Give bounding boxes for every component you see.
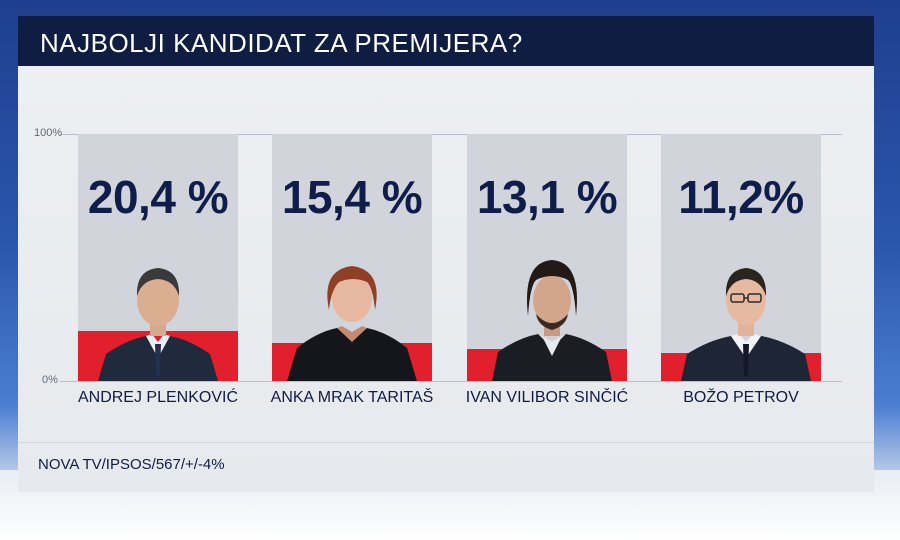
data-label-2: 15,4 % [281,171,423,223]
source-divider [18,442,874,443]
y-tick-label-0: 0% [42,374,58,386]
source-note: NOVA TV/IPSOS/567/+/-4% [38,456,225,473]
gridline-top [60,134,842,135]
gridline-baseline [60,381,842,382]
candidate-photo-2 [287,266,417,381]
title-bar [18,16,874,66]
chart-title: NAJBOLJI KANDIDAT ZA PREMIJERA? [40,28,523,58]
candidate-photo-1 [98,268,218,381]
y-tick-label-100: 100% [34,127,63,139]
candidate-name-1: ANDREJ PLENKOVIĆ [77,389,239,406]
candidate-name-3: IVAN VILIBOR SINČIĆ [465,389,629,406]
candidate-name-2: ANKA MRAK TARITAŠ [270,389,434,406]
candidate-name-4: BOŽO PETROV [683,389,799,406]
data-label-1: 20,4 % [87,171,229,223]
data-label-4: 11,2% [678,171,804,223]
candidate-photo-4 [681,268,811,381]
data-label-3: 13,1 % [476,171,618,223]
candidate-photo-3 [492,260,612,381]
